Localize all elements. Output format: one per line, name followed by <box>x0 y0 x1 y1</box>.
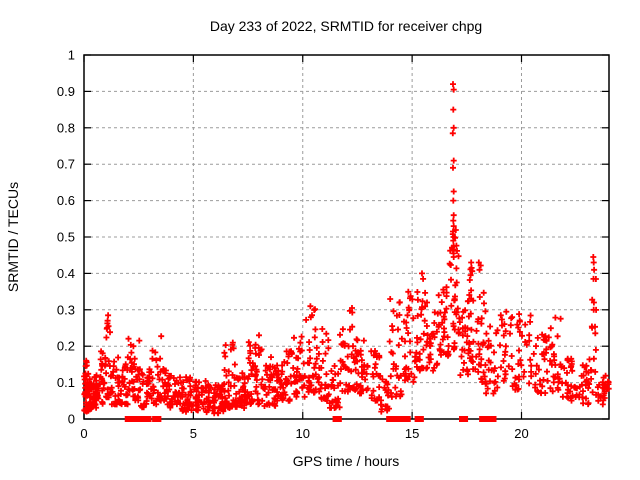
y-tick-label: 1 <box>68 48 75 63</box>
y-tick-label: 0.8 <box>57 120 75 135</box>
x-axis-label: GPS time / hours <box>293 453 400 469</box>
y-tick-label: 0.7 <box>57 157 75 172</box>
tick-labels: 0 5 10 15 20 0 0.1 0.2 0.3 0.4 0.5 0.6 0.7 0.8 0.9 1 <box>57 48 529 442</box>
grid-lines <box>84 55 609 419</box>
y-tick-label: 0.3 <box>57 302 75 317</box>
y-tick-label: 0 <box>68 412 75 427</box>
zero-run-marker <box>152 416 162 422</box>
y-tick-label: 0.1 <box>57 375 75 390</box>
y-tick-label: 0.9 <box>57 84 75 99</box>
y-tick-label: 0.4 <box>57 266 75 281</box>
zero-run-marker <box>124 416 135 422</box>
zero-run-marker <box>386 416 397 422</box>
x-tick-label: 0 <box>80 426 87 441</box>
zero-run-marker <box>414 416 424 422</box>
zero-run-marker <box>133 416 143 422</box>
zero-run-marker <box>479 416 489 422</box>
x-tick-label: 10 <box>296 426 310 441</box>
x-tick-label: 20 <box>514 426 528 441</box>
zero-run-marker <box>142 416 152 422</box>
y-axis-label: SRMTID / TECUs <box>5 182 21 292</box>
zero-run-marker <box>393 416 411 422</box>
y-tick-label: 0.2 <box>57 339 75 354</box>
zero-run-marker <box>332 416 342 422</box>
x-tick-label: 15 <box>405 426 419 441</box>
zero-run-marker <box>459 416 469 422</box>
chart-title: Day 233 of 2022, SRMTID for receiver chp… <box>210 18 482 34</box>
y-tick-label: 0.5 <box>57 230 75 245</box>
scatter-points <box>81 81 612 417</box>
zero-run-marker <box>486 416 497 422</box>
y-tick-label: 0.6 <box>57 193 75 208</box>
x-tick-label: 5 <box>190 426 197 441</box>
zero-markers <box>124 416 497 422</box>
